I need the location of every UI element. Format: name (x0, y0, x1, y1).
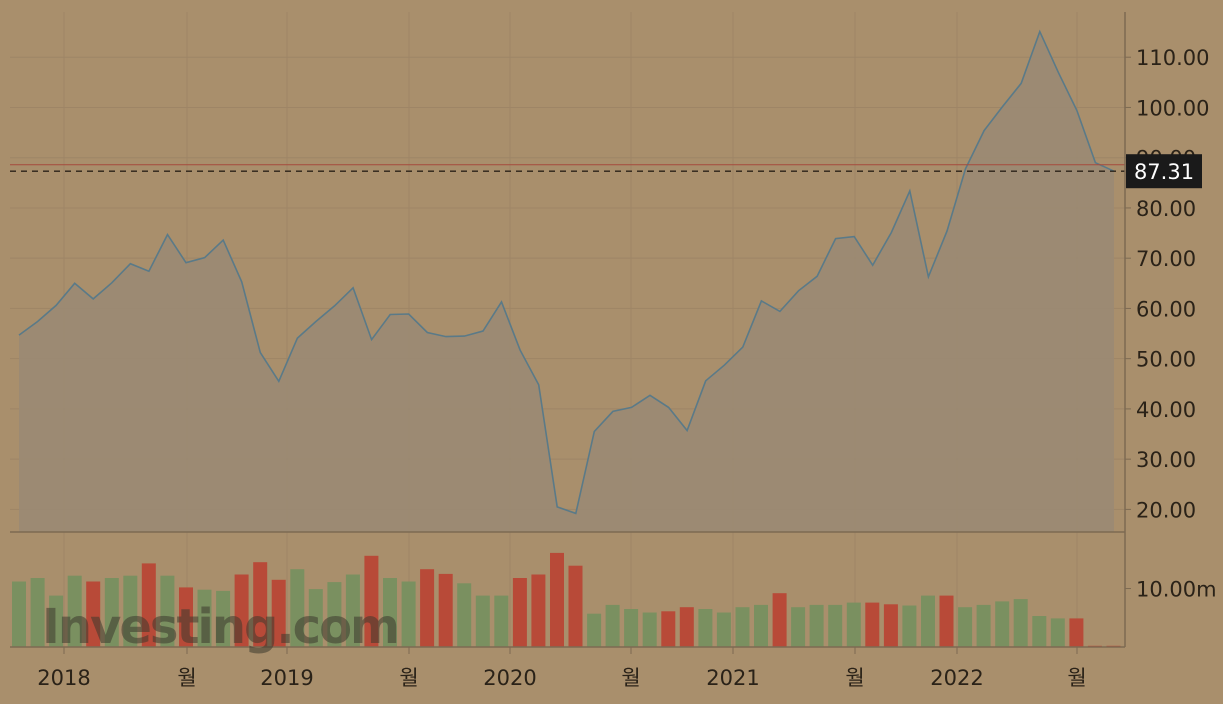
volume-bar (1013, 599, 1028, 647)
volume-bar (49, 595, 64, 647)
volume-bar (438, 573, 453, 647)
volume-bar (865, 602, 880, 647)
volume-bar (327, 582, 342, 647)
volume-bar (420, 569, 435, 647)
current-price-value: 87.31 (1134, 160, 1194, 184)
volume-bar (253, 562, 268, 647)
current-price-badge[interactable]: 87.31 (1126, 154, 1202, 189)
y-tick-label: 30.00 (1136, 448, 1196, 472)
volume-bar (921, 595, 935, 647)
x-tick-label: 월 (845, 666, 864, 690)
y-tick-label: 60.00 (1136, 297, 1196, 321)
price-area (19, 31, 1114, 532)
volume-bar (401, 581, 416, 647)
volume-bar (475, 595, 490, 647)
volume-bar (883, 604, 898, 647)
volume-bar (605, 604, 620, 647)
volume-axis-labels: 10.00m (1125, 578, 1217, 602)
x-axis-labels: 2018 월 2019 월 2020 월 2021 월 2022 월 (37, 647, 1087, 690)
volume-bar (1050, 618, 1065, 647)
volume-bar (754, 604, 768, 647)
volume-bar (494, 595, 509, 647)
volume-bar (772, 593, 787, 647)
y-tick-label: 100.00 (1136, 96, 1209, 120)
volume-bar (104, 578, 119, 647)
volume-bar (846, 602, 861, 647)
volume-bar (290, 569, 305, 647)
x-tick-label: 2018 (37, 666, 90, 690)
volume-bar (809, 604, 824, 647)
volume-bar (661, 611, 676, 647)
volume-bar (568, 565, 583, 647)
volume-bar (624, 609, 639, 647)
volume-bar (698, 609, 713, 647)
x-tick-label: 월 (621, 666, 640, 690)
current-price-badge-bg (1126, 154, 1202, 189)
volume-bar (1032, 616, 1047, 647)
x-tick-label: 월 (177, 666, 196, 690)
volume-bar (123, 575, 138, 647)
volume-bar (791, 607, 806, 647)
x-tick-label: 2021 (706, 666, 759, 690)
chart-frame (10, 12, 1126, 648)
y-tick-label: 80.00 (1136, 197, 1196, 221)
volume-bar (383, 578, 397, 647)
volume-bar (512, 578, 527, 647)
volume-bar (995, 601, 1010, 647)
volume-bar (976, 604, 991, 647)
y-tick-label: 110.00 (1136, 46, 1209, 70)
y-tick-label: 20.00 (1136, 498, 1196, 522)
volume-bars (12, 552, 1121, 647)
x-tick-label: 2020 (483, 666, 536, 690)
investing-logo-watermark: Investing.com (42, 599, 400, 655)
volume-bar (234, 574, 249, 647)
volume-bar (271, 579, 286, 647)
volume-bar (179, 587, 193, 647)
volume-bar (716, 612, 731, 647)
volume-bar (828, 604, 843, 647)
x-tick-label: 2019 (260, 666, 313, 690)
y-tick-label: 50.00 (1136, 348, 1196, 372)
price-line (18, 29, 1115, 515)
volume-bar (457, 583, 472, 647)
volume-bar (642, 612, 657, 647)
volume-bar (67, 575, 82, 647)
volume-bar (308, 589, 323, 647)
volume-bar (86, 581, 101, 647)
volume-bar (160, 575, 175, 647)
volume-bar (735, 607, 750, 647)
volume-bar (939, 595, 954, 647)
volume-bar (1069, 618, 1084, 647)
volume-bar (216, 590, 231, 647)
volume-bar (587, 613, 602, 647)
volume-bar (30, 578, 45, 647)
volume-bar (550, 552, 564, 647)
volume-bar (12, 581, 26, 647)
volume-bar (141, 563, 156, 647)
volume-bar (902, 605, 917, 647)
volume-bar (364, 555, 379, 647)
volume-bar (197, 589, 212, 647)
volume-tick-label: 10.00m (1136, 578, 1217, 602)
volume-bar (958, 607, 973, 647)
volume-bar (679, 607, 694, 647)
y-axis-labels: 20.0030.0040.0050.0060.0070.0080.0090.00… (1125, 46, 1209, 522)
x-tick-label: 2022 (930, 666, 983, 690)
volume-bar (345, 574, 360, 647)
x-tick-label: 월 (399, 666, 418, 690)
y-tick-label: 70.00 (1136, 247, 1196, 271)
watermark-text: Investing.com (42, 599, 398, 655)
y-tick-label: 40.00 (1136, 398, 1196, 422)
x-tick-label: 월 (1067, 666, 1086, 690)
volume-bar (531, 574, 546, 647)
